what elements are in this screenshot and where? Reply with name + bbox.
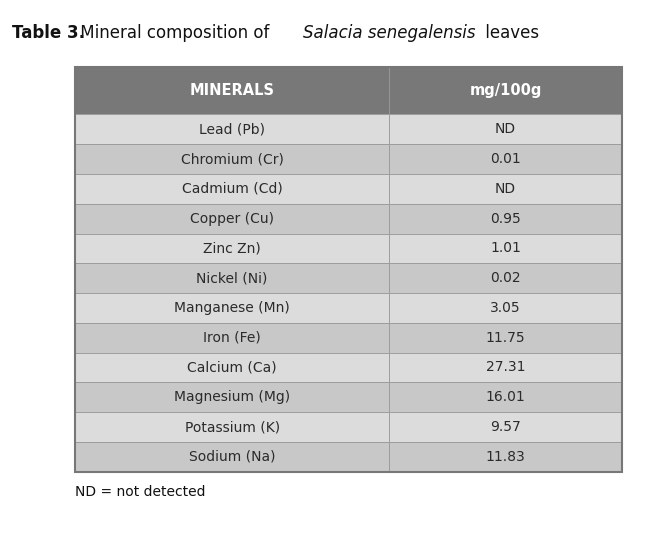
Bar — [75, 323, 389, 353]
Text: Manganese (Mn): Manganese (Mn) — [174, 301, 290, 315]
Text: 1.01: 1.01 — [490, 241, 521, 255]
Bar — [389, 293, 622, 323]
Text: Iron (Fe): Iron (Fe) — [203, 330, 261, 345]
Text: 0.95: 0.95 — [490, 212, 521, 225]
Text: Nickel (Ni): Nickel (Ni) — [197, 271, 268, 285]
Text: mg/100g: mg/100g — [469, 83, 542, 98]
Bar — [75, 67, 622, 472]
Text: 11.83: 11.83 — [486, 450, 525, 464]
Text: 0.01: 0.01 — [490, 152, 521, 166]
Bar — [389, 144, 622, 174]
Bar — [75, 442, 389, 472]
Text: Mineral composition of: Mineral composition of — [75, 24, 275, 42]
Text: Table 3.: Table 3. — [12, 24, 85, 42]
Text: Calcium (Ca): Calcium (Ca) — [187, 360, 277, 375]
Text: Zinc Zn): Zinc Zn) — [203, 241, 261, 255]
Text: ND: ND — [495, 182, 516, 196]
Bar — [75, 144, 389, 174]
Bar — [75, 293, 389, 323]
Text: 11.75: 11.75 — [486, 330, 525, 345]
Text: 3.05: 3.05 — [490, 301, 521, 315]
Bar — [75, 204, 389, 233]
Bar — [389, 174, 622, 204]
Text: ND = not detected: ND = not detected — [75, 485, 205, 499]
Bar — [75, 353, 389, 382]
Bar — [389, 263, 622, 293]
Bar — [389, 442, 622, 472]
Bar — [389, 233, 622, 263]
Text: Sodium (Na): Sodium (Na) — [189, 450, 275, 464]
Text: 16.01: 16.01 — [486, 390, 525, 404]
Text: 27.31: 27.31 — [486, 360, 525, 375]
Bar — [389, 115, 622, 144]
Bar — [75, 263, 389, 293]
Text: MINERALS: MINERALS — [189, 83, 275, 98]
Text: 0.02: 0.02 — [490, 271, 521, 285]
Bar — [389, 412, 622, 442]
Text: leaves: leaves — [480, 24, 539, 42]
Bar — [75, 412, 389, 442]
Text: Copper (Cu): Copper (Cu) — [190, 212, 274, 225]
Bar — [75, 382, 389, 412]
Bar — [75, 115, 389, 144]
Text: ND: ND — [495, 122, 516, 136]
Bar — [389, 323, 622, 353]
Text: Chromium (Cr): Chromium (Cr) — [180, 152, 284, 166]
Bar — [75, 233, 389, 263]
Bar — [75, 174, 389, 204]
Text: Lead (Pb): Lead (Pb) — [199, 122, 265, 136]
Text: Salacia senegalensis: Salacia senegalensis — [303, 24, 475, 42]
Bar — [389, 204, 622, 233]
Bar — [389, 67, 622, 115]
Text: Potassium (K): Potassium (K) — [184, 420, 280, 434]
Bar — [389, 353, 622, 382]
Text: Magnesium (Mg): Magnesium (Mg) — [174, 390, 290, 404]
Bar — [75, 67, 389, 115]
Text: 9.57: 9.57 — [490, 420, 521, 434]
Bar — [389, 382, 622, 412]
Text: Cadmium (Cd): Cadmium (Cd) — [182, 182, 283, 196]
